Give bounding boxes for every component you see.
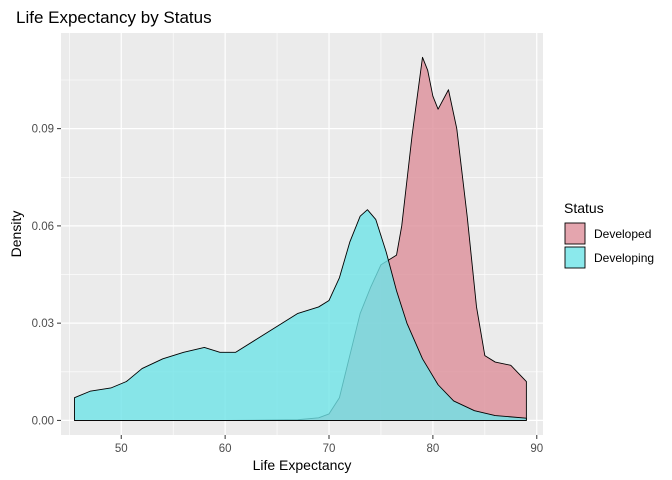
y-tick-label: 0.09	[32, 124, 54, 136]
x-axis: 50 60 70 80 90	[115, 435, 543, 455]
y-axis-title: Density	[8, 211, 24, 258]
legend-label-developed: Developed	[594, 227, 651, 241]
y-tick-label: 0.00	[32, 415, 54, 427]
x-tick-label: 70	[323, 443, 336, 455]
density-areas	[74, 56, 527, 421]
x-axis-title: Life Expectancy	[253, 457, 352, 473]
legend-label-developing: Developing	[594, 251, 654, 265]
x-tick-label: 80	[426, 443, 439, 455]
x-tick-label: 60	[219, 443, 232, 455]
y-tick-label: 0.03	[32, 318, 54, 330]
legend-title: Status	[564, 200, 604, 216]
y-axis: 0.00 0.03 0.06 0.09	[32, 124, 61, 427]
density-area-developing	[74, 209, 527, 421]
chart-title: Life Expectancy by Status	[16, 8, 212, 27]
legend-key-developing	[564, 246, 586, 269]
legend: Status Developed Developing	[564, 200, 654, 269]
legend-key-developed	[564, 222, 586, 245]
y-tick-label: 0.06	[32, 221, 54, 233]
x-tick-label: 50	[115, 443, 128, 455]
x-tick-label: 90	[530, 443, 543, 455]
